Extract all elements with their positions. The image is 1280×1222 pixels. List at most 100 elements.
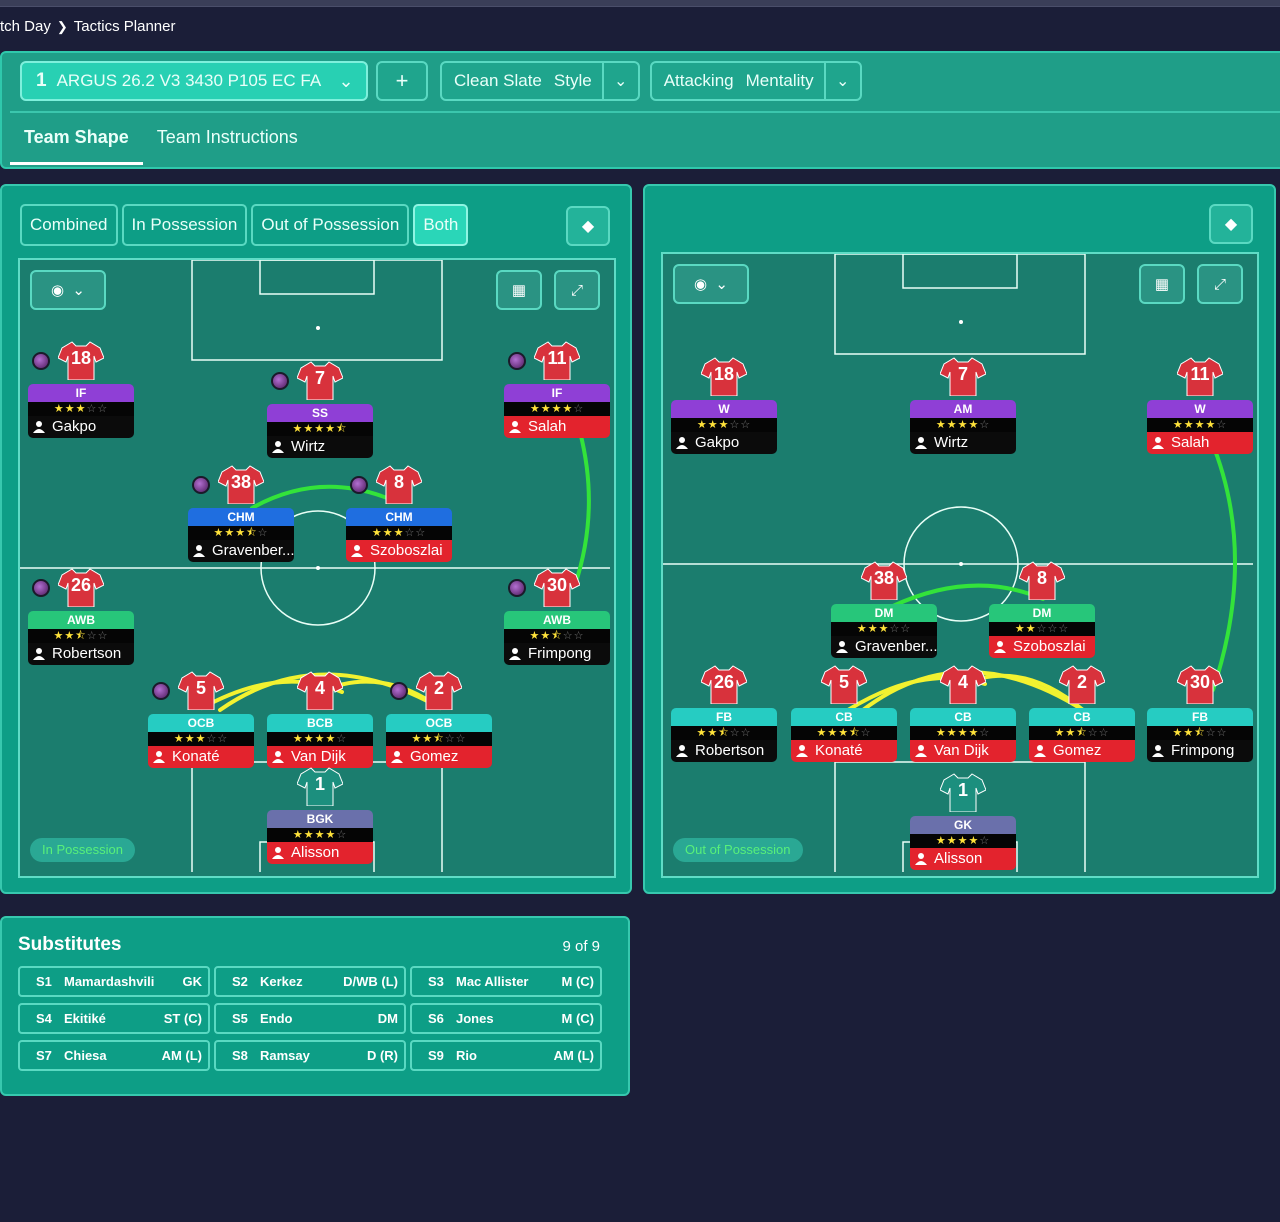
player-card[interactable]: 2 CB ★★⯪☆☆ Gomez [1029,665,1135,762]
player-card[interactable]: 4 CB ★★★★☆ Van Dijk [910,665,1016,762]
tab-both[interactable]: Both [413,204,469,246]
shirt-number: 2 [433,678,444,698]
substitute-name: Jones [456,1011,494,1026]
diamond-icon[interactable]: ◆ [566,206,610,246]
substitute-item[interactable]: S3 Mac Allister M (C) [410,966,602,997]
substitute-slot: S7 [36,1048,52,1063]
player-card[interactable]: 38 DM ★★★☆☆ Gravenber... [831,561,937,658]
player-card[interactable]: 26 AWB ★★⯪☆☆ Robertson [28,568,134,665]
player-card[interactable]: 2 OCB ★★⯪☆☆ Gomez [386,671,492,768]
substitutes-list: S1 Mamardashvili GK S2 Kerkez D/WB (L) S3 Mac A… [18,966,602,1071]
player-card[interactable]: 11 W ★★★★☆ Salah [1147,357,1253,454]
substitute-item[interactable]: S9 Rio AM (L) [410,1040,602,1071]
substitute-item[interactable]: S2 Kerkez D/WB (L) [214,966,406,997]
substitute-item[interactable]: S5 Endo DM [214,1003,406,1034]
substitute-item[interactable]: S7 Chiesa AM (L) [18,1040,210,1071]
shirt-icon: 4 [296,670,344,711]
substitute-name: Mac Allister [456,974,529,989]
substitute-item[interactable]: S1 Mamardashvili GK [18,966,210,997]
tactic-selector[interactable]: 1 ARGUS 26.2 V3 3430 P105 EC FA ⌄ [20,61,368,101]
person-icon [509,648,521,660]
star-rating: ★★⯪☆☆ [28,629,134,643]
eye-icon: ◉ [50,282,65,299]
player-name: Salah [504,416,610,438]
person-icon [1152,745,1164,757]
player-card[interactable]: 18 W ★★★☆☆ Gakpo [671,357,777,454]
star-rating: ★★★★☆ [910,726,1016,740]
player-card[interactable]: 11 IF ★★★★☆ Salah [504,341,610,438]
style-selector[interactable]: Clean Slate Style ⌄ [440,61,640,101]
shirt-icon: 7 [296,360,344,401]
person-icon [915,853,927,865]
person-icon [193,545,205,557]
substitute-name: Ramsay [260,1048,310,1063]
substitute-name: Endo [260,1011,293,1026]
substitute-position: M (C) [561,974,595,989]
player-card[interactable]: 26 FB ★★⯪☆☆ Robertson [671,665,777,762]
grid-view-button[interactable]: ▦ [1139,264,1185,304]
player-card[interactable]: 8 DM ★★☆☆☆ Szoboszlai [989,561,1095,658]
mentality-selector[interactable]: Attacking Mentality ⌄ [649,61,862,101]
player-card[interactable]: 8 CHM ★★★☆☆ Szoboszlai [346,465,452,562]
player-card[interactable]: 7 AM ★★★★☆ Wirtz [910,357,1016,454]
player-card[interactable]: 5 CB ★★★⯪☆ Konaté [791,665,897,762]
star-rating: ★★★★☆ [267,732,373,746]
role-label: CB [791,708,897,726]
visibility-toggle[interactable]: ◉ ⌄ [30,270,106,310]
player-card[interactable]: 1 BGK ★★★★☆ Alisson [267,767,373,864]
player-card[interactable]: 30 FB ★★⯪☆☆ Frimpong [1147,665,1253,762]
player-card[interactable]: 18 IF ★★★☆☆ Gakpo [28,341,134,438]
substitute-item[interactable]: S4 Ekitiké ST (C) [18,1003,210,1034]
star-rating: ★★★★☆ [504,402,610,416]
substitute-name: Chiesa [64,1048,107,1063]
grid-view-button[interactable]: ▦ [496,270,542,310]
tab-in-possession[interactable]: In Possession [121,204,248,246]
expand-button[interactable]: ⤢ [1197,264,1243,304]
star-rating: ★★★☆☆ [831,622,937,636]
player-card[interactable]: 38 CHM ★★★⯪☆ Gravenber... [188,465,294,562]
substitute-slot: S9 [428,1048,444,1063]
visibility-toggle[interactable]: ◉ ⌄ [673,264,749,304]
player-card[interactable]: 7 SS ★★★★⯪ Wirtz [267,361,373,458]
player-card[interactable]: 30 AWB ★★⯪☆☆ Frimpong [504,568,610,665]
expand-button[interactable]: ⤢ [554,270,600,310]
substitute-item[interactable]: S6 Jones M (C) [410,1003,602,1034]
chevron-down-icon: ⌄ [601,63,638,99]
player-name: Gravenber... [188,540,294,562]
shirt-icon: 8 [1018,560,1066,601]
pitch-in-possession: ◉ ⌄ ▦ ⤢ In Possession 18 IF ★★★☆☆ Gakpo 7 S… [18,258,616,878]
player-name: Frimpong [504,643,610,665]
star-rating: ★★⯪☆☆ [671,726,777,740]
breadcrumb-item-tactics-planner[interactable]: Tactics Planner [73,18,176,35]
tab-team-shape[interactable]: Team Shape [10,113,143,165]
star-rating: ★★★☆☆ [671,418,777,432]
role-label: OCB [386,714,492,732]
role-label: CB [910,708,1016,726]
role-label: W [1147,400,1253,418]
person-icon [153,751,165,763]
shirt-icon: 38 [860,560,908,601]
substitute-slot: S1 [36,974,52,989]
breadcrumb-item-match-day[interactable]: tch Day [0,18,51,35]
player-card[interactable]: 1 GK ★★★★☆ Alisson [910,773,1016,870]
style-label: Style [553,71,592,90]
substitute-position: ST (C) [163,1011,202,1026]
substitutes-title: Substitutes [18,934,122,955]
player-card[interactable]: 4 BCB ★★★★☆ Van Dijk [267,671,373,768]
role-label: IF [28,384,134,402]
player-name: Robertson [28,643,134,665]
shirt-number: 2 [1076,672,1087,692]
mentality-label: Mentality [745,71,814,90]
tab-out-of-possession[interactable]: Out of Possession [251,204,410,246]
substitute-slot: S8 [232,1048,248,1063]
substitute-name: Rio [456,1048,477,1063]
player-card[interactable]: 5 OCB ★★★☆☆ Konaté [148,671,254,768]
diamond-icon[interactable]: ◆ [1209,204,1253,244]
person-icon [391,751,403,763]
tab-team-instructions[interactable]: Team Instructions [156,127,298,147]
in-possession-panel: Combined In Possession Out of Possession… [0,184,632,894]
shirt-icon: 2 [1058,664,1106,705]
substitute-item[interactable]: S8 Ramsay D (R) [214,1040,406,1071]
tab-combined[interactable]: Combined [20,204,118,246]
add-tactic-button[interactable]: + [376,61,428,101]
